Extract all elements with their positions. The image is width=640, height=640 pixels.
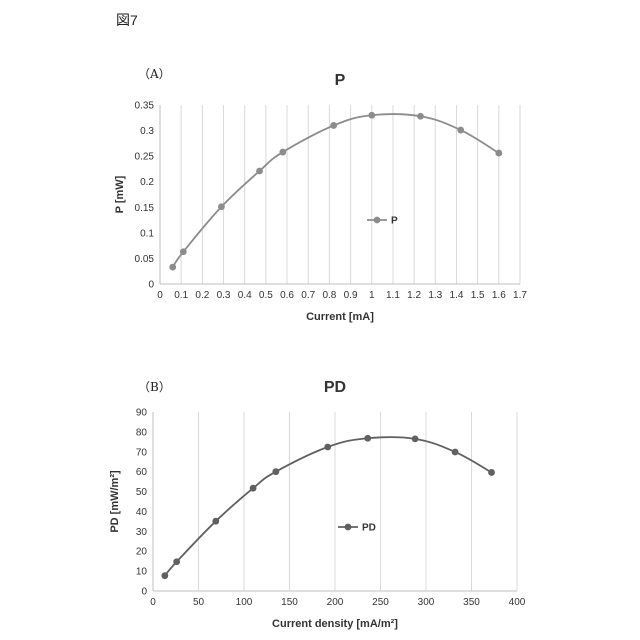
legend-label: PD bbox=[362, 523, 376, 534]
y-tick-label: 40 bbox=[136, 507, 148, 518]
data-point bbox=[488, 469, 495, 476]
data-point bbox=[250, 485, 257, 492]
x-tick-label: 400 bbox=[509, 597, 526, 608]
y-tick-label: 10 bbox=[136, 567, 148, 578]
x-tick-label: 350 bbox=[463, 597, 480, 608]
y-tick-label: 90 bbox=[136, 408, 148, 419]
data-point bbox=[212, 518, 219, 525]
x-tick-label: 150 bbox=[281, 597, 298, 608]
chart-title: PD bbox=[324, 379, 346, 396]
y-tick-label: 0 bbox=[141, 587, 147, 598]
y-tick-label: 50 bbox=[136, 487, 148, 498]
x-axis-title: Current density [mA/m²] bbox=[272, 618, 398, 630]
data-point bbox=[412, 435, 419, 442]
data-point bbox=[452, 449, 459, 456]
y-tick-label: 20 bbox=[136, 547, 148, 558]
y-tick-label: 70 bbox=[136, 447, 148, 458]
data-point bbox=[161, 572, 168, 579]
x-tick-label: 50 bbox=[193, 597, 205, 608]
y-tick-label: 30 bbox=[136, 527, 148, 538]
data-point bbox=[324, 444, 331, 451]
x-tick-label: 300 bbox=[418, 597, 435, 608]
data-point bbox=[272, 468, 279, 475]
x-tick-label: 250 bbox=[372, 597, 389, 608]
y-axis-title: PD [mW/m²] bbox=[109, 470, 121, 533]
data-point bbox=[364, 435, 371, 442]
x-tick-label: 100 bbox=[236, 597, 253, 608]
data-point bbox=[173, 558, 180, 565]
y-tick-label: 80 bbox=[136, 427, 148, 438]
x-tick-label: 200 bbox=[327, 597, 344, 608]
x-tick-label: 0 bbox=[150, 597, 156, 608]
y-tick-label: 60 bbox=[136, 467, 148, 478]
series-line bbox=[165, 437, 492, 576]
legend-marker bbox=[345, 524, 352, 531]
